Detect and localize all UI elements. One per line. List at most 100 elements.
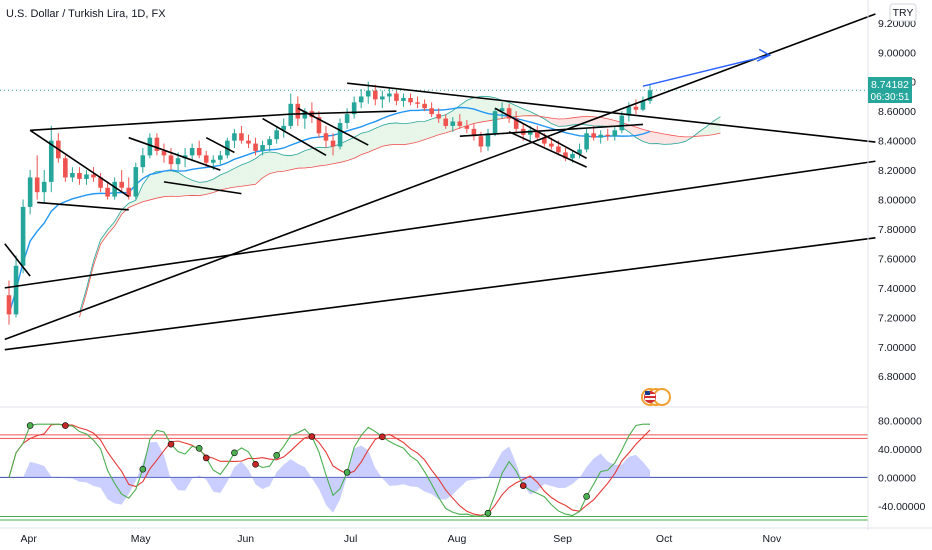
cloud-segment	[206, 179, 214, 195]
flag-diagonal-1	[29, 129, 130, 198]
cloud-segment	[417, 121, 425, 143]
cloud-segment	[227, 168, 235, 189]
candle-body	[112, 181, 117, 197]
osc-tick-label: 0.00000	[878, 472, 916, 484]
osc-cross-dot	[195, 445, 203, 452]
candle-body	[77, 173, 82, 179]
candle-body	[605, 134, 611, 137]
date-tick-label: May	[131, 533, 152, 545]
channel-top-line	[30, 113, 291, 132]
candle-body	[13, 265, 19, 315]
symbol-title[interactable]: U.S. Dollar / Turkish Lira, 1D, FX	[6, 8, 166, 20]
cloud-segment	[445, 110, 453, 133]
cloud-segment	[600, 117, 608, 127]
cloud-segment	[276, 152, 284, 172]
cloud-segment	[551, 118, 559, 127]
cloud-segment	[671, 135, 679, 145]
cloud-segment	[325, 146, 334, 166]
osc-cross-dot	[379, 433, 386, 441]
cloud-segment	[290, 154, 298, 170]
descending-resistance	[347, 82, 876, 143]
candle-body	[302, 111, 308, 119]
candle-body	[260, 145, 265, 151]
cloud-segment	[241, 162, 249, 187]
candle-body	[330, 140, 336, 147]
cloud-segment	[410, 121, 418, 144]
candle-body	[161, 150, 167, 156]
candle-body	[27, 177, 33, 207]
candle-body	[464, 125, 470, 129]
currency-badge-label: TRY	[893, 7, 914, 19]
cloud-segment	[657, 132, 665, 145]
candle-body	[394, 93, 399, 101]
cloud-segment	[234, 164, 242, 188]
osc-histogram	[9, 441, 650, 513]
cloud-segment	[607, 118, 615, 127]
kijun-path	[8, 106, 651, 315]
cloud-segment	[262, 151, 270, 178]
cloud-segment	[354, 133, 362, 159]
currency-badge[interactable]: TRY	[889, 3, 917, 22]
cloud-segment	[149, 171, 157, 200]
early-flag-line	[4, 243, 31, 277]
candle-body	[626, 106, 632, 116]
candle-body	[506, 108, 512, 119]
osc-cross-dot	[252, 460, 259, 468]
date-axis: Apr May Jun Jul Aug Sep Oct Nov	[0, 527, 932, 545]
flag-diagonal-4	[262, 117, 327, 157]
cloud-segment	[699, 126, 707, 137]
cloud-segment	[107, 221, 115, 235]
candle-body	[105, 187, 110, 197]
price-tag: 8.74182 06:30:51	[868, 77, 912, 103]
projection-line	[642, 54, 770, 87]
osc-cross-dot	[519, 482, 527, 489]
projection-arrowhead	[756, 48, 772, 62]
cloud-segment	[297, 150, 305, 169]
cloud-segment	[311, 147, 319, 168]
candle-body	[443, 118, 449, 126]
osc-tick-label: 40.00000	[878, 444, 922, 456]
cloud-segment	[664, 134, 672, 145]
cloud-segment	[347, 137, 355, 161]
cloud-segment	[375, 125, 383, 150]
candle-body	[175, 158, 181, 165]
candle-body	[203, 155, 209, 163]
candle-body	[84, 174, 89, 179]
candle-body	[542, 137, 547, 144]
senkou-span-b	[79, 115, 721, 318]
cloud-segment	[333, 143, 341, 164]
candle-body	[640, 100, 646, 110]
cloud-segment	[389, 122, 397, 145]
neckline-line	[459, 123, 644, 138]
price-tick-label: 7.20000	[878, 312, 916, 324]
candle-body	[527, 130, 533, 135]
cloud-segment	[163, 170, 172, 197]
candle-body	[598, 134, 603, 138]
us-flag-icon[interactable]	[641, 388, 671, 406]
cloud-segment	[304, 148, 312, 168]
candle-body	[612, 130, 618, 137]
candle-body	[63, 158, 68, 178]
candle-body	[91, 174, 96, 178]
cloud-segment	[135, 184, 143, 205]
candle-body	[147, 137, 153, 156]
candle-body	[563, 152, 568, 159]
candle-body	[267, 139, 272, 146]
osc-cross-dot	[139, 465, 147, 473]
candle-body	[471, 128, 477, 137]
cloud-segment	[382, 123, 390, 147]
candle-body	[295, 103, 301, 119]
candle-body	[534, 130, 540, 138]
candle-body	[387, 93, 392, 97]
date-tick-label: Oct	[656, 533, 672, 545]
candle-body	[232, 133, 237, 141]
kijun-line	[8, 106, 651, 315]
date-tick-label: Apr	[21, 533, 38, 545]
cloud-segment	[121, 203, 129, 215]
candle-body	[372, 90, 378, 100]
osc-cross-dot	[484, 509, 492, 517]
cloud-segment	[558, 118, 566, 127]
cloud-segment	[220, 172, 228, 191]
cloud-segment	[156, 171, 164, 199]
